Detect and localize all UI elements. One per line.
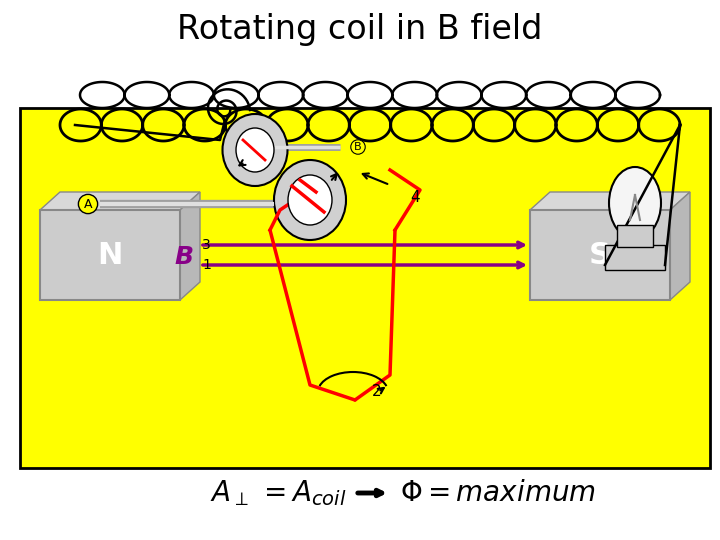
Ellipse shape [222, 114, 287, 186]
Text: 4: 4 [410, 191, 420, 206]
Text: $A_{\perp}$: $A_{\perp}$ [210, 478, 248, 508]
Polygon shape [40, 192, 200, 210]
Bar [40, 210, 180, 300]
Polygon shape [530, 192, 690, 210]
Ellipse shape [288, 175, 332, 225]
Text: B: B [174, 245, 193, 269]
Ellipse shape [236, 128, 274, 172]
Ellipse shape [609, 167, 661, 239]
Text: $\Phi = maximum$: $\Phi = maximum$ [400, 479, 596, 507]
Bar [617, 225, 653, 247]
Text: $= A_{coil}$: $= A_{coil}$ [258, 478, 346, 508]
Text: Rotating coil in B field: Rotating coil in B field [177, 14, 543, 46]
Text: 2: 2 [372, 384, 382, 400]
Text: 3: 3 [202, 238, 211, 252]
Bar [605, 245, 665, 270]
Text: N: N [97, 240, 122, 269]
Text: B: B [354, 142, 362, 152]
Text: 1: 1 [202, 258, 211, 272]
Text: A: A [84, 198, 92, 211]
Text: S: S [589, 240, 611, 269]
Bar [530, 210, 670, 300]
Polygon shape [180, 192, 200, 300]
Polygon shape [670, 192, 690, 300]
Ellipse shape [274, 160, 346, 240]
Bar [20, 108, 710, 468]
